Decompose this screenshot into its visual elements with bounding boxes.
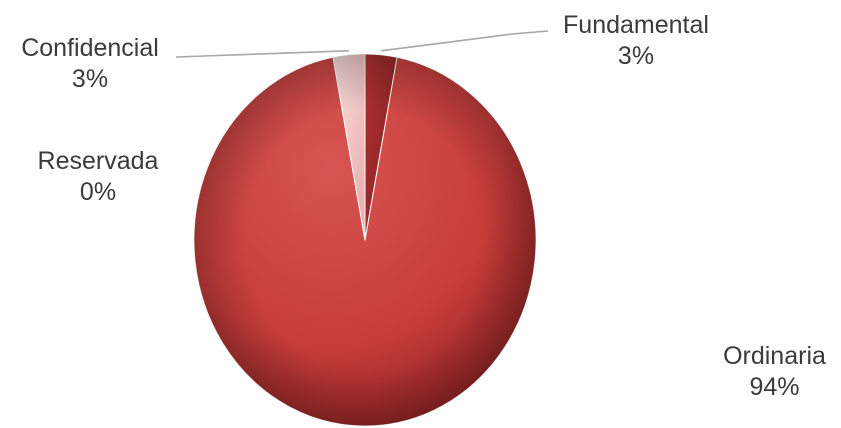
leader-line-confidencial: [175, 50, 349, 58]
data-label-ordinaria: Ordinaria 94%: [712, 341, 837, 403]
slice-label-ordinaria: Ordinaria: [723, 342, 826, 370]
slice-percent-reservada: 0%: [79, 178, 117, 206]
data-label-reservada: Reservada 0%: [28, 146, 168, 208]
slice-label-confidencial: Confidencial: [21, 34, 159, 62]
slice-percent-ordinaria: 94%: [749, 373, 800, 401]
slice-percent-confidencial: 3%: [71, 65, 109, 93]
data-label-confidencial: Confidencial 3%: [6, 33, 174, 95]
slice-percent-fundamental: 3%: [617, 42, 655, 70]
data-label-fundamental: Fundamental 3%: [548, 10, 724, 72]
slice-label-reservada: Reservada: [37, 147, 159, 175]
leader-line-fundamental: [380, 30, 549, 52]
slice-label-fundamental: Fundamental: [563, 11, 709, 39]
